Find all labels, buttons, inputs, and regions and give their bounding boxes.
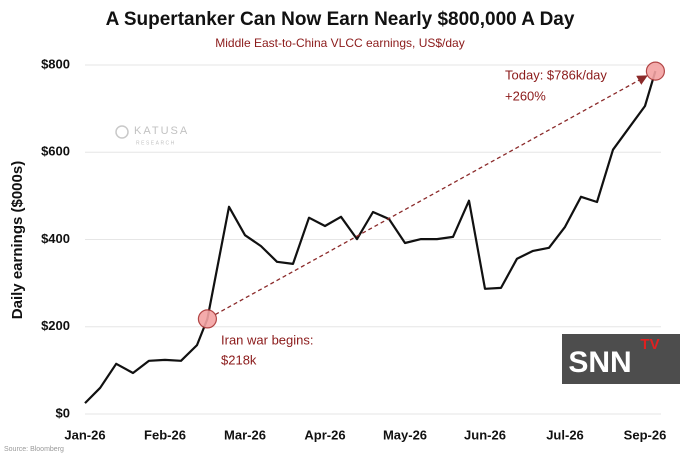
annotation: Today: $786k/day <box>505 67 607 82</box>
y-axis-label: Daily earnings ($000s) <box>9 161 26 319</box>
chart-title: A Supertanker Can Now Earn Nearly $800,0… <box>106 9 575 30</box>
line <box>84 70 657 404</box>
watermark: KATUSA RESEARCH <box>115 125 189 146</box>
highlight-point <box>197 309 217 329</box>
x-tick-label: Sep-26 <box>624 427 667 442</box>
y-tick-label: $200 <box>41 318 70 333</box>
logo-text: SNN <box>568 346 631 379</box>
x-tick-label: Jun-26 <box>464 427 506 442</box>
chart-subtitle: Middle East-to-China VLCC earnings, US$/… <box>215 36 464 50</box>
logo-tv: TV <box>640 336 659 353</box>
annotation: +260% <box>505 88 546 103</box>
watermark-text: KATUSA <box>134 125 189 137</box>
x-tick-label: Apr-26 <box>304 427 345 442</box>
x-tick-label: Jul-26 <box>546 427 584 442</box>
watermark-icon <box>115 125 129 139</box>
trend-arrow <box>214 75 648 316</box>
x-tick-label: Feb-26 <box>144 427 186 442</box>
x-tick-label: May-26 <box>383 427 427 442</box>
logo-box <box>562 334 680 384</box>
watermark-text: RESEARCH <box>136 140 176 146</box>
annotation: Iran war begins: <box>221 332 314 347</box>
y-tick-label: $600 <box>41 144 70 159</box>
source: Source: Bloomberg <box>4 446 64 453</box>
annotation: $218k <box>221 352 257 367</box>
y-tick-label: $0 <box>56 405 70 420</box>
x-tick-label: Mar-26 <box>224 427 266 442</box>
highlight-point <box>645 61 666 81</box>
y-tick-label: $400 <box>41 231 70 246</box>
x-tick-label: Jan-26 <box>64 427 105 442</box>
y-tick-label: $800 <box>41 56 70 71</box>
logo: SNN TV <box>562 334 680 384</box>
